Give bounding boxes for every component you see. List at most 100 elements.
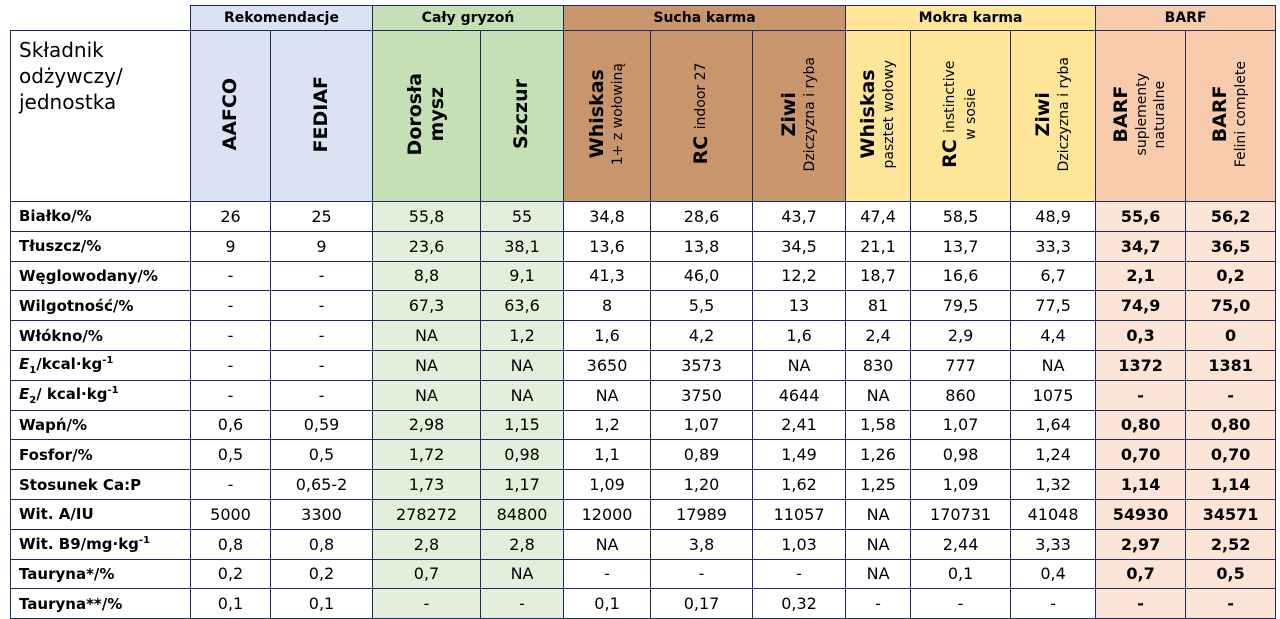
header-detail: w sosie — [963, 88, 980, 140]
header-line: AAFCO — [219, 78, 242, 150]
value-cell: 1,1 — [563, 439, 652, 471]
row-label: Fosfor/% — [10, 439, 191, 471]
value-cell: 0,1 — [563, 588, 652, 619]
value-cell: 8,8 — [372, 260, 482, 292]
value-cell: 1,09 — [563, 469, 652, 500]
column-header: Szczur — [480, 30, 565, 202]
column-header: Dorosła mysz — [372, 30, 482, 202]
data-row: E2/ kcal·kg-1- - NA NA NA 3750 4644 NA 860 1075- - — [10, 379, 1277, 411]
value-cell: - — [1185, 588, 1277, 619]
value-cell: 0,2 — [1185, 260, 1277, 292]
value-cell: 0,3 — [1095, 320, 1187, 351]
value-cell: 9 — [190, 230, 271, 262]
value-cell: - — [910, 588, 1012, 619]
value-cell: - — [190, 349, 271, 381]
header-detail: instinctive — [942, 60, 959, 133]
row-label: Tauryna*/% — [10, 558, 191, 590]
value-cell: 6,7 — [1010, 260, 1097, 292]
header-line: naturalne — [1152, 73, 1170, 155]
value-cell: - — [269, 379, 374, 411]
header-line: suplementy — [1133, 73, 1151, 155]
column-header: BARF Felini complete — [1185, 30, 1277, 202]
value-cell: NA — [845, 558, 912, 590]
value-cell: - — [372, 588, 482, 619]
value-cell: 13,7 — [910, 230, 1012, 262]
header-detail: naturalne — [1152, 80, 1169, 148]
value-cell: 278272 — [372, 498, 482, 530]
value-cell: - — [190, 379, 271, 411]
value-cell: 8 — [563, 290, 652, 322]
label-part: Włókno/% — [19, 326, 103, 345]
header-line: mysz — [426, 73, 449, 155]
value-cell: 1,26 — [845, 439, 912, 471]
value-cell: 1,07 — [650, 409, 754, 441]
value-cell: 13,8 — [650, 230, 754, 262]
value-cell: 1372 — [1095, 349, 1187, 381]
header-detail: Felini complete — [1233, 60, 1250, 168]
value-cell: 16,6 — [910, 260, 1012, 292]
value-cell: 0,7 — [372, 558, 482, 590]
value-cell: 26 — [190, 201, 271, 232]
rotated-header: RC indoor 27 — [690, 63, 713, 164]
header-name: Szczur — [510, 79, 533, 149]
rotated-header: FEDIAF — [309, 75, 333, 153]
value-cell: 0,8 — [269, 528, 374, 560]
rotated-header: BARF Felini complete — [1209, 61, 1250, 167]
value-cell: 3650 — [563, 349, 652, 381]
value-cell: - — [190, 469, 271, 500]
header-line: FEDIAF — [309, 75, 333, 153]
value-cell: 0,1 — [910, 558, 1012, 590]
header-name: Ziwi — [1031, 91, 1054, 137]
value-cell: 170731 — [910, 498, 1012, 530]
value-cell: 41048 — [1010, 498, 1097, 530]
row-label: Węglowodany/% — [10, 260, 191, 292]
value-cell: 2,8 — [480, 528, 565, 560]
header-detail: 1+ z wołowiną — [609, 62, 626, 166]
header-line: 1+ z wołowiną — [609, 63, 627, 165]
value-cell: 33,3 — [1010, 230, 1097, 262]
label-part: Tauryna*/% — [19, 564, 115, 583]
value-cell: 0,1 — [190, 588, 271, 619]
row-label: Stosunek Ca:P — [10, 469, 191, 500]
value-cell: 79,5 — [910, 290, 1012, 322]
header-name: BARF — [1110, 85, 1133, 143]
row-label: Wit. B9/mg·kg-1 — [10, 528, 191, 560]
rotated-header: Szczur — [510, 79, 533, 149]
header-line: BARF — [1110, 73, 1133, 155]
label-part: Tauryna**/% — [19, 594, 123, 613]
rotated-header: BARF suplementy naturalne — [1110, 73, 1170, 155]
label-part: / kcal·kg — [36, 384, 108, 403]
label-sub: 1 — [29, 364, 37, 376]
value-cell: 56,2 — [1185, 201, 1277, 232]
value-cell: 2,52 — [1185, 528, 1277, 560]
header-name: FEDIAF — [309, 75, 332, 153]
value-cell: 0,5 — [1185, 558, 1277, 590]
rotated-header: Ziwi Dziczyzna i ryba — [1031, 57, 1073, 171]
value-cell: 3573 — [650, 349, 754, 381]
row-label: E1/kcal·kg-1 — [10, 349, 191, 381]
value-cell: 47,4 — [845, 201, 912, 232]
value-cell: 12,2 — [752, 260, 847, 292]
header-line: Whiskas — [857, 60, 880, 168]
value-cell: - — [845, 588, 912, 619]
value-cell: 67,3 — [372, 290, 482, 322]
data-row: Wilgotność/% - -67,3 63,6 8 5,5 13 81 79,5 77,5 74… — [10, 290, 1277, 322]
value-cell: 1075 — [1010, 379, 1097, 411]
value-cell: 1,14 — [1185, 469, 1277, 500]
value-cell: 0,70 — [1095, 439, 1187, 471]
value-cell: 0,2 — [190, 558, 271, 590]
value-cell: 2,44 — [910, 528, 1012, 560]
value-cell: NA — [845, 528, 912, 560]
header-line: Felini complete — [1232, 61, 1250, 167]
value-cell: NA — [372, 379, 482, 411]
value-cell: 74,9 — [1095, 290, 1187, 322]
row-label: Tauryna**/% — [10, 588, 191, 619]
value-cell: 5000 — [190, 498, 271, 530]
nutrient-table: Rekomendacje Cały gryzoń Sucha karma Mokra … — [10, 5, 1277, 619]
value-cell: - — [1095, 588, 1187, 619]
header-line: pasztet wołowy — [880, 60, 898, 168]
value-cell: 0,6 — [190, 409, 271, 441]
value-cell: 0,98 — [480, 439, 565, 471]
value-cell: 0,5 — [190, 439, 271, 471]
